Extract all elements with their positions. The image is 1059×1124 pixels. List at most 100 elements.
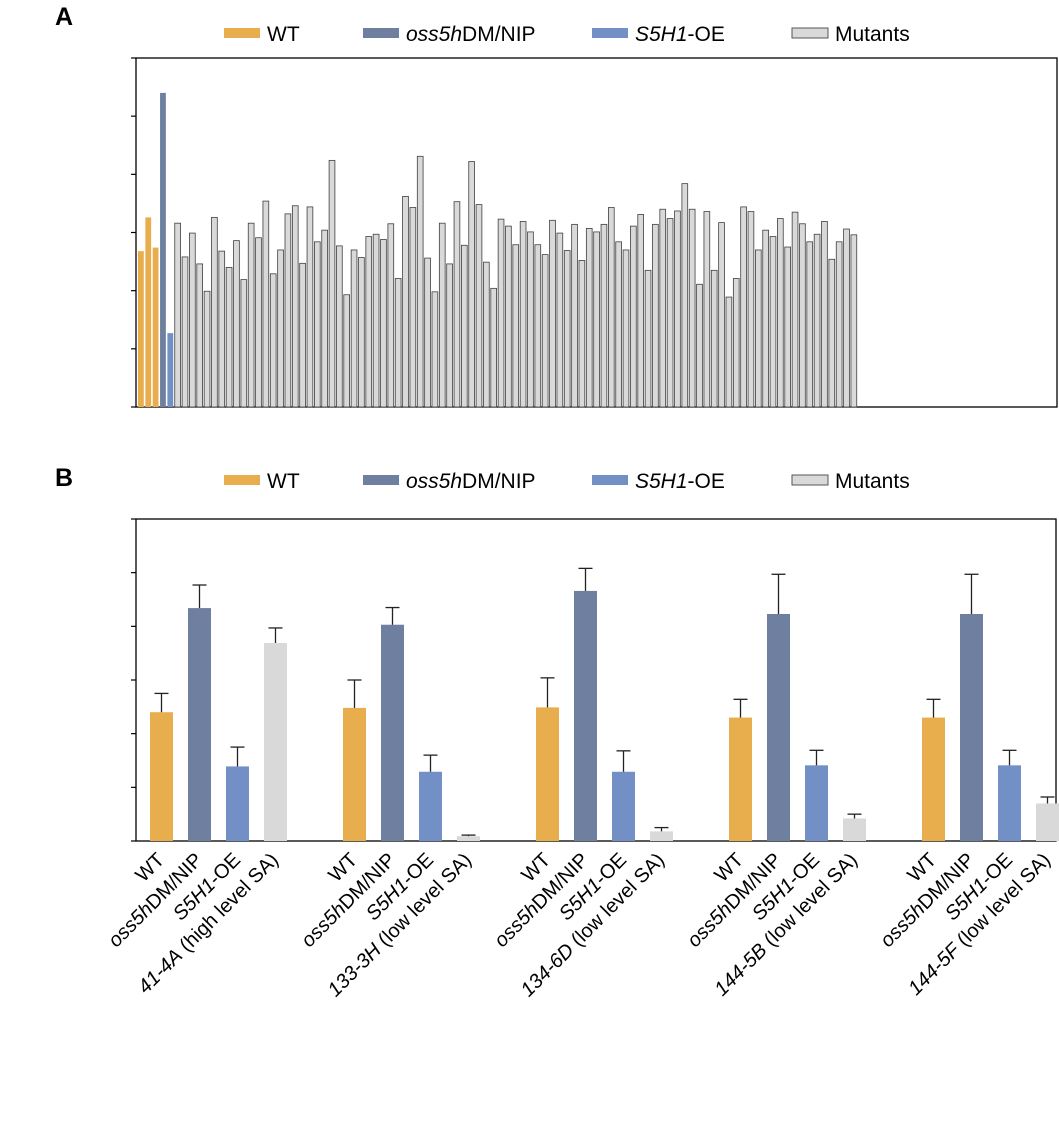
bar-mut bbox=[372, 233, 380, 408]
legend-swatch-1 bbox=[363, 475, 399, 485]
legend-swatch-0 bbox=[224, 475, 260, 485]
bar-wt bbox=[145, 217, 152, 407]
legend-label-italic-2: S5H1 bbox=[635, 23, 688, 46]
panel-a: A WT oss5hDM/NIP S5H1-OE Mutants bbox=[55, 3, 1058, 408]
bar-mut bbox=[343, 294, 350, 408]
bar-mut bbox=[497, 218, 505, 408]
bar-mut bbox=[438, 222, 446, 408]
bar-mut bbox=[600, 223, 608, 408]
bar-mut bbox=[291, 205, 299, 408]
legend-label-text-1: DM/NIP bbox=[462, 470, 536, 493]
bar-mut bbox=[549, 219, 556, 408]
bar-mut bbox=[350, 249, 358, 408]
bar-mut bbox=[1036, 803, 1059, 841]
bar-mut bbox=[284, 213, 292, 408]
bar-mut bbox=[358, 257, 365, 408]
legend-swatch-3 bbox=[791, 27, 829, 39]
bar-mut bbox=[556, 232, 564, 408]
bar-dm bbox=[574, 590, 597, 841]
legend-swatch-2 bbox=[592, 475, 628, 485]
bar-mut bbox=[475, 204, 483, 408]
bar-mut bbox=[424, 257, 431, 408]
bar-mut bbox=[534, 244, 542, 408]
bar-dm bbox=[160, 92, 166, 408]
bar-mut bbox=[240, 279, 248, 408]
bar-mut bbox=[622, 249, 630, 408]
bar-mut bbox=[650, 831, 673, 841]
legend-swatch-0 bbox=[224, 28, 260, 38]
bar-mut bbox=[203, 290, 211, 408]
bar-mut bbox=[262, 200, 270, 408]
bar-mut bbox=[211, 216, 218, 408]
legend-label-text-0: WT bbox=[267, 23, 300, 46]
bar-mut bbox=[681, 183, 689, 408]
legend-label-2: S5H1-OE bbox=[635, 470, 725, 493]
legend-label-0: WT bbox=[267, 470, 300, 493]
bar-mut bbox=[703, 211, 711, 408]
bar-mut bbox=[652, 223, 659, 408]
bar-mut bbox=[688, 208, 696, 408]
bar-mut bbox=[225, 266, 233, 408]
bar-mut bbox=[460, 244, 468, 408]
bar-wt bbox=[729, 717, 752, 841]
bar-mut bbox=[247, 222, 255, 408]
bar-oe bbox=[226, 766, 249, 841]
x-tick-label-italic: 134-6D bbox=[517, 939, 579, 1001]
bar-mut bbox=[527, 231, 534, 408]
bar-mut bbox=[380, 239, 387, 408]
bar-mut bbox=[505, 225, 512, 408]
bar-mut bbox=[519, 221, 527, 408]
bar-mut bbox=[313, 241, 321, 408]
bar-mut bbox=[615, 241, 622, 408]
bar-mut bbox=[578, 260, 586, 408]
bar-dm bbox=[381, 624, 404, 841]
bar-mut bbox=[637, 214, 644, 408]
panel-b-label: B bbox=[55, 464, 73, 492]
bar-mut bbox=[277, 249, 284, 408]
bar-mut bbox=[468, 161, 475, 408]
legend-label-3: Mutants bbox=[835, 470, 910, 493]
bar-mut bbox=[571, 223, 578, 408]
bar-wt bbox=[152, 247, 159, 407]
bar-mut bbox=[233, 240, 240, 408]
legend-label-text-1: DM/NIP bbox=[462, 23, 536, 46]
bar-mut bbox=[306, 206, 314, 408]
bar-mut bbox=[431, 291, 439, 408]
bar-mut bbox=[328, 159, 336, 408]
bar-mut bbox=[255, 237, 262, 408]
legend-swatch-3 bbox=[791, 474, 829, 486]
bar-mut bbox=[806, 241, 814, 408]
legend-label-text-2: -OE bbox=[688, 470, 725, 493]
bar-mut bbox=[674, 210, 681, 408]
bar-mut bbox=[387, 223, 395, 408]
bar-mut bbox=[762, 229, 769, 408]
x-tick-label-italic: 144-5B bbox=[710, 939, 771, 1000]
bar-mut bbox=[791, 211, 799, 408]
bar-mut bbox=[843, 228, 850, 408]
bar-mut bbox=[710, 269, 718, 408]
bar-mut bbox=[269, 273, 277, 408]
bar-mut bbox=[299, 262, 306, 408]
panel-b: B WT oss5hDM/NIP S5H1-OE MutantsWToss5hDM/N… bbox=[55, 464, 1059, 1001]
bar-wt bbox=[536, 707, 559, 841]
bar-mut bbox=[740, 206, 747, 408]
bar-mut bbox=[541, 254, 549, 408]
legend-swatch-2 bbox=[592, 28, 628, 38]
bar-mut bbox=[725, 296, 733, 408]
bar-mut bbox=[813, 233, 821, 408]
bar-mut bbox=[181, 256, 189, 408]
bar-mut bbox=[409, 207, 417, 408]
bar-oe bbox=[805, 765, 828, 841]
legend-label-text-0: WT bbox=[267, 470, 300, 493]
bar-mut bbox=[659, 208, 667, 408]
bar-mut bbox=[453, 201, 461, 408]
bar-mut bbox=[747, 211, 755, 408]
legend-label-italic-1: oss5h bbox=[406, 470, 462, 493]
bar-mut bbox=[365, 236, 373, 408]
bar-mut bbox=[512, 244, 520, 408]
bar-mut bbox=[189, 232, 196, 408]
bar-oe bbox=[419, 771, 442, 841]
legend-label-italic-2: S5H1 bbox=[635, 470, 688, 493]
legend-label-text-3: Mutants bbox=[835, 470, 910, 493]
bar-mut bbox=[843, 818, 866, 841]
